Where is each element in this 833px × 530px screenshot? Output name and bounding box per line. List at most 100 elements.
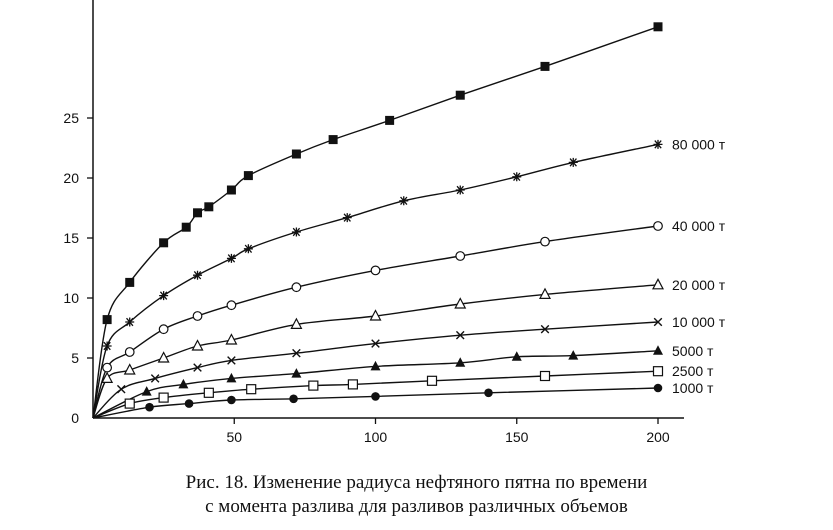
data-point bbox=[328, 135, 338, 145]
data-point bbox=[101, 371, 114, 383]
data-point bbox=[454, 297, 467, 309]
y-tick-label: 10 bbox=[63, 290, 79, 306]
data-point bbox=[371, 392, 380, 401]
data-point bbox=[193, 208, 203, 218]
axes bbox=[92, 0, 684, 419]
data-point bbox=[653, 22, 663, 32]
data-point bbox=[102, 315, 112, 325]
data-point bbox=[370, 265, 381, 276]
data-point bbox=[226, 185, 236, 195]
y-tick-label: 0 bbox=[71, 410, 79, 426]
data-point bbox=[342, 213, 352, 223]
data-point bbox=[141, 386, 152, 396]
figure-caption-line-2: с момента разлива для разливов различных… bbox=[205, 496, 628, 517]
y-tick-label: 15 bbox=[63, 230, 79, 246]
data-point bbox=[125, 317, 135, 327]
data-point bbox=[145, 402, 154, 412]
data-point bbox=[290, 317, 303, 329]
data-point bbox=[125, 277, 135, 287]
data-point bbox=[124, 347, 135, 357]
data-point bbox=[539, 370, 551, 382]
data-point bbox=[159, 291, 169, 301]
y-tick-label: 25 bbox=[63, 110, 79, 126]
data-point bbox=[652, 366, 664, 377]
data-point bbox=[369, 309, 382, 321]
x-tick-label: 100 bbox=[364, 429, 388, 445]
series-label: 5000 т bbox=[672, 343, 714, 359]
data-point bbox=[184, 399, 194, 408]
data-point bbox=[191, 339, 204, 351]
data-point bbox=[371, 339, 380, 348]
data-point bbox=[653, 345, 663, 355]
data-point bbox=[385, 115, 395, 125]
data-point bbox=[455, 330, 465, 340]
data-point bbox=[455, 251, 466, 261]
y-tick-label: 20 bbox=[63, 170, 79, 186]
data-point bbox=[102, 341, 112, 351]
data-point bbox=[653, 221, 663, 231]
x-tick-label: 50 bbox=[226, 429, 242, 445]
chart: 50 100 150 200 0 5 10 15 20 25 80 000 т 40 000 т 20… bbox=[63, 0, 726, 445]
series-line bbox=[92, 350, 659, 419]
data-point bbox=[512, 172, 522, 182]
series-label: 10 000 т bbox=[672, 314, 726, 330]
series-line bbox=[92, 225, 659, 419]
data-point bbox=[226, 300, 237, 311]
data-point bbox=[158, 392, 169, 403]
data-point bbox=[193, 270, 203, 280]
series-line bbox=[92, 143, 659, 419]
data-point bbox=[192, 311, 203, 321]
data-point bbox=[455, 90, 465, 100]
data-point bbox=[157, 351, 170, 363]
data-point bbox=[292, 348, 301, 358]
markers bbox=[101, 22, 664, 412]
data-point bbox=[243, 171, 253, 181]
series-label: 80 000 т bbox=[672, 136, 726, 152]
series-labels: 80 000 т 40 000 т 20 000 т 10 000 т 5000 т 25… bbox=[672, 136, 726, 396]
data-point bbox=[246, 384, 257, 395]
figure-caption-line-1: Рис. 18. Изменение радиуса нефтяного пят… bbox=[185, 472, 648, 493]
data-point bbox=[227, 356, 236, 365]
series-label: 1000 т bbox=[672, 380, 714, 396]
data-point bbox=[291, 149, 301, 159]
data-point bbox=[653, 317, 663, 327]
data-point bbox=[652, 278, 664, 290]
data-point bbox=[370, 360, 381, 371]
data-point bbox=[243, 244, 253, 254]
data-point bbox=[181, 222, 191, 232]
data-point bbox=[540, 236, 550, 247]
data-point bbox=[102, 362, 113, 373]
data-point bbox=[203, 387, 214, 398]
data-point bbox=[426, 375, 438, 386]
data-point bbox=[227, 395, 236, 405]
series-label: 2500 т bbox=[672, 363, 714, 379]
data-point bbox=[568, 350, 579, 360]
data-point bbox=[225, 333, 238, 345]
x-tick-label: 150 bbox=[505, 429, 529, 445]
data-point bbox=[226, 372, 237, 383]
data-point bbox=[116, 384, 126, 394]
data-point bbox=[291, 368, 302, 378]
data-point bbox=[150, 374, 160, 383]
data-point bbox=[511, 351, 522, 361]
x-tick-label: 200 bbox=[646, 429, 670, 445]
data-point bbox=[455, 185, 465, 195]
data-point bbox=[347, 379, 358, 390]
data-point bbox=[540, 324, 550, 334]
data-point bbox=[308, 380, 319, 391]
data-point bbox=[653, 383, 663, 393]
data-point bbox=[289, 394, 298, 404]
series-label: 20 000 т bbox=[672, 277, 726, 293]
data-point bbox=[226, 253, 236, 263]
data-point bbox=[455, 357, 466, 367]
data-point bbox=[291, 227, 301, 237]
data-point bbox=[178, 378, 189, 389]
data-point bbox=[539, 287, 551, 299]
data-point bbox=[399, 196, 409, 206]
series-label: 40 000 т bbox=[672, 218, 726, 234]
data-point bbox=[484, 388, 493, 398]
data-point bbox=[204, 202, 214, 212]
data-point bbox=[124, 398, 135, 409]
y-tick-label: 5 bbox=[71, 350, 79, 366]
data-point bbox=[193, 363, 202, 372]
